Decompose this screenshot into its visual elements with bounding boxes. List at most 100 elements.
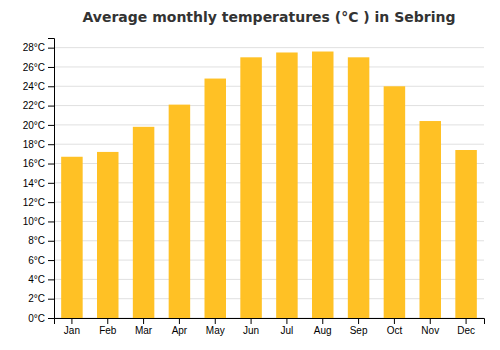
y-tick-mark: [48, 241, 54, 242]
bar: [420, 121, 442, 318]
bar: [240, 57, 261, 318]
y-tick-mark: [48, 260, 54, 261]
x-tick-mark: [71, 318, 72, 324]
chart-container: 0°C 2°C 4°C 6°C 8°C 10°C 12°C 14°C 16°C 18°C 20°C 2…: [0, 0, 500, 350]
y-tick-label: 2°C: [28, 293, 45, 304]
y-tick: 12°C: [23, 197, 54, 208]
y-tick-label: 8°C: [28, 235, 45, 246]
x-tick: Nov: [421, 318, 439, 336]
bar: [205, 79, 227, 318]
y-tick-mark: [48, 221, 54, 222]
x-tick: Jun: [243, 318, 259, 336]
y-tick-mark: [48, 86, 54, 87]
bar: [276, 52, 298, 318]
y-axis-line: [48, 39, 55, 319]
y-tick: 18°C: [23, 139, 54, 150]
y-tick-label: 4°C: [28, 274, 45, 285]
y-tick-mark: [48, 318, 54, 319]
x-tick: Dec: [457, 318, 475, 336]
x-tick-mark: [286, 318, 287, 324]
y-tick: 0°C: [28, 313, 54, 324]
chart-svg: 0°C 2°C 4°C 6°C 8°C 10°C 12°C 14°C 16°C 18°C 20°C 2…: [0, 0, 500, 350]
x-tick-label: Aug: [314, 325, 332, 336]
x-tick: Feb: [99, 318, 117, 336]
y-tick-label: 26°C: [23, 62, 45, 73]
y-tick-mark: [48, 48, 54, 49]
grid: [54, 48, 484, 318]
x-tick-label: May: [206, 325, 225, 336]
x-tick-label: Feb: [99, 325, 117, 336]
y-tick: 2°C: [28, 293, 54, 304]
bar: [455, 150, 477, 318]
x-tick-mark: [107, 318, 108, 324]
y-tick-label: 6°C: [28, 255, 45, 266]
x-tick-label: Oct: [387, 325, 403, 336]
y-tick: 20°C: [23, 120, 54, 131]
x-tick-mark: [358, 318, 359, 324]
y-tick: 24°C: [23, 81, 54, 92]
bar: [312, 52, 334, 318]
x-tick-label: Mar: [135, 325, 153, 336]
y-tick-mark: [48, 299, 54, 300]
bar: [348, 57, 370, 318]
y-tick-label: 14°C: [23, 178, 45, 189]
x-tick-mark: [466, 318, 467, 324]
bar: [384, 86, 406, 318]
y-tick-label: 20°C: [23, 120, 45, 131]
bar: [97, 152, 119, 318]
x-tick: Jan: [64, 318, 80, 336]
x-tick-mark: [251, 318, 252, 324]
x-tick-label: Jun: [243, 325, 259, 336]
y-tick: 10°C: [23, 216, 54, 227]
x-tick: Apr: [172, 318, 188, 336]
y-tick-mark: [48, 125, 54, 126]
bar: [133, 127, 155, 318]
x-tick: May: [206, 318, 225, 336]
bar: [61, 157, 82, 318]
x-tick: Mar: [135, 318, 153, 336]
x-tick-mark: [143, 318, 144, 324]
y-axis: 0°C 2°C 4°C 6°C 8°C 10°C 12°C 14°C 16°C 18°C 20°C 2…: [23, 39, 55, 324]
y-tick-label: 18°C: [23, 139, 45, 150]
y-tick-mark: [48, 279, 54, 280]
x-tick: Sep: [350, 318, 368, 336]
x-tick-mark: [322, 318, 323, 324]
x-tick-label: Jan: [64, 325, 80, 336]
x-tick-mark: [179, 318, 180, 324]
grid-line: [54, 47, 484, 48]
y-tick-label: 16°C: [23, 158, 45, 169]
y-tick: 26°C: [23, 62, 54, 73]
y-tick-label: 0°C: [28, 313, 45, 324]
y-tick-mark: [48, 202, 54, 203]
x-axis-line: [55, 319, 485, 325]
x-tick-label: Apr: [172, 325, 188, 336]
y-tick-mark: [48, 183, 54, 184]
y-tick: 6°C: [28, 255, 54, 266]
y-tick-mark: [48, 106, 54, 107]
x-tick-mark: [430, 318, 431, 324]
y-tick: 8°C: [28, 235, 54, 246]
y-tick: 22°C: [23, 100, 54, 111]
x-tick: Jul: [281, 318, 294, 336]
y-tick-label: 22°C: [23, 100, 45, 111]
y-tick: 4°C: [28, 274, 54, 285]
grid-line: [54, 66, 484, 67]
x-tick: Aug: [314, 318, 332, 336]
y-tick-label: 24°C: [23, 81, 45, 92]
chart-title: Average monthly temperatures (°C ) in Se…: [83, 9, 456, 25]
y-tick-label: 28°C: [23, 42, 45, 53]
grid-line: [54, 86, 484, 87]
x-tick-label: Nov: [421, 325, 439, 336]
x-tick: Oct: [387, 318, 403, 336]
y-tick: 28°C: [23, 42, 54, 53]
bar: [169, 105, 191, 318]
y-tick-label: 12°C: [23, 197, 45, 208]
grid-line: [54, 105, 484, 106]
y-tick-label: 10°C: [23, 216, 45, 227]
y-tick-mark: [48, 164, 54, 165]
x-tick-label: Jul: [281, 325, 294, 336]
y-tick-mark: [48, 67, 54, 68]
x-tick-mark: [215, 318, 216, 324]
bars: [61, 52, 477, 318]
y-tick: 16°C: [23, 158, 54, 169]
